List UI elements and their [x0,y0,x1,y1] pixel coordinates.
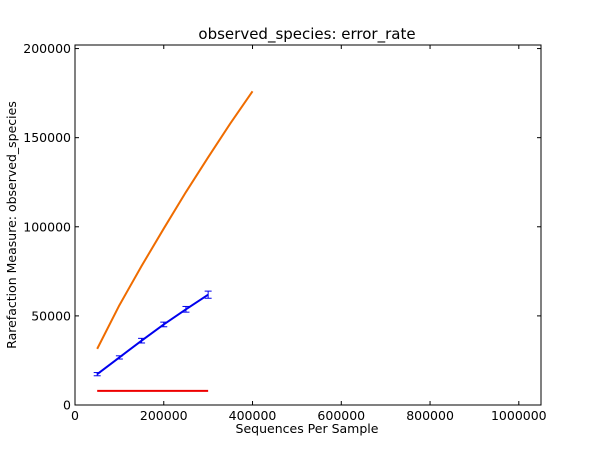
y-axis-title: Rarefaction Measure: observed_species [4,101,19,349]
y-tick-label: 150000 [23,130,71,145]
plot-area: 0 200000 400000 600000 800000 1000000 0 50000 10… [23,41,546,423]
x-tick-label: 0 [71,408,79,423]
y-tick-label: 50000 [31,308,71,323]
y-tick-label: 200000 [23,41,71,56]
x-tick-label: 1000000 [491,408,547,423]
x-tick-label: 800000 [406,408,454,423]
series-line-2 [96,293,209,375]
x-axis-title: Sequences Per Sample [236,421,379,436]
series-line-1 [96,90,254,350]
y-tick-label: 100000 [23,219,71,234]
x-tick-label: 400000 [229,408,277,423]
chart-title: observed_species: error_rate [198,25,415,44]
x-tick-label: 200000 [140,408,188,423]
axes-frame [74,44,542,406]
x-tick-label: 600000 [317,408,365,423]
y-tick-label: 0 [63,398,71,413]
